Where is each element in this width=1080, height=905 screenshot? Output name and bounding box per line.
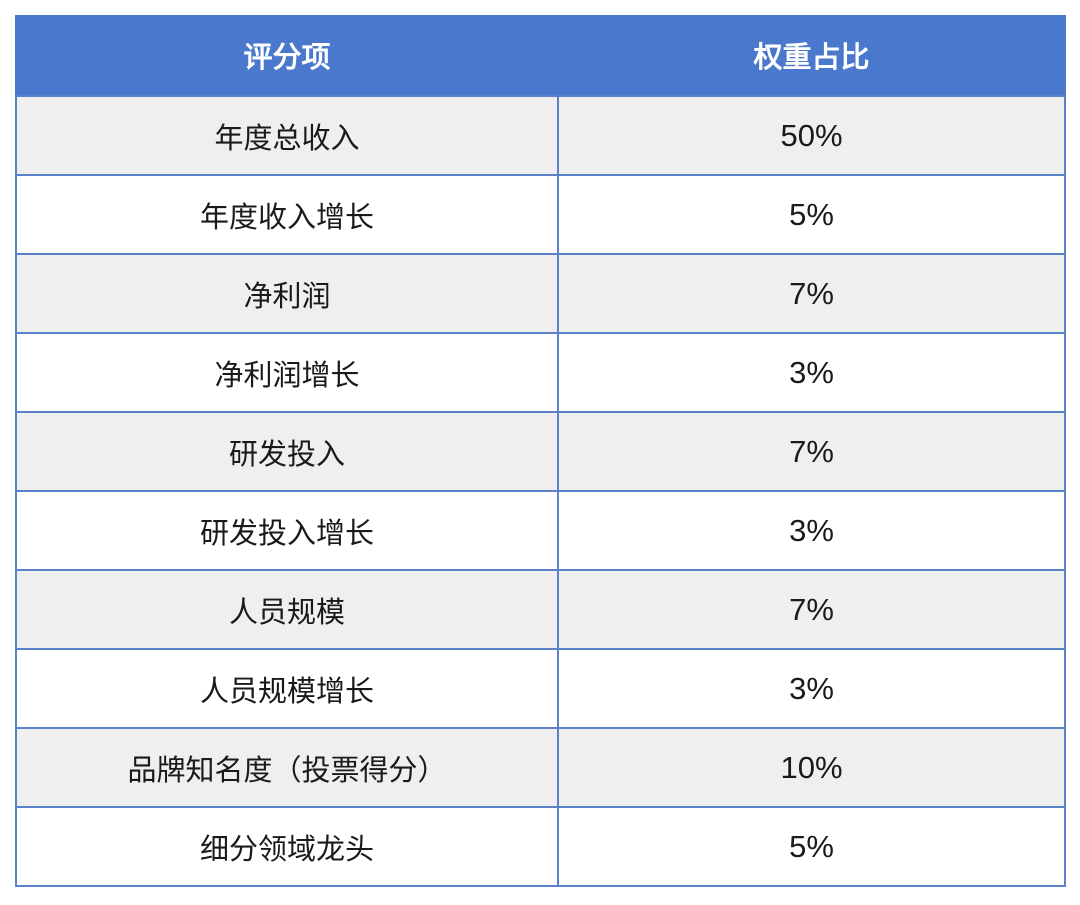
table-row: 年度收入增长 5% [15,174,1066,255]
header-row: 评分项 权重占比 [15,15,1066,96]
scoring-item-cell: 净利润 [15,253,559,334]
scoring-item-cell: 净利润增长 [15,332,559,413]
scoring-item-cell: 人员规模增长 [15,648,559,729]
table-row: 人员规模增长 3% [15,648,1066,729]
scoring-weight-table: 评分项 权重占比 年度总收入 50% 年度收入增长 5% 净利润 7% 净利润增… [15,15,1066,887]
table-row: 净利润 7% [15,253,1066,334]
header-weight-ratio: 权重占比 [557,15,1066,96]
scoring-item-cell: 年度收入增长 [15,174,559,255]
weight-cell: 10% [557,727,1066,808]
weight-cell: 50% [557,95,1066,176]
weight-cell: 7% [557,411,1066,492]
weight-cell: 5% [557,174,1066,255]
weight-cell: 3% [557,490,1066,571]
scoring-item-cell: 品牌知名度（投票得分） [15,727,559,808]
weight-cell: 3% [557,332,1066,413]
weight-table: 评分项 权重占比 年度总收入 50% 年度收入增长 5% 净利润 7% 净利润增… [15,15,1066,887]
weight-cell: 7% [557,569,1066,650]
weight-cell: 3% [557,648,1066,729]
table-row: 年度总收入 50% [15,95,1066,176]
scoring-item-cell: 研发投入增长 [15,490,559,571]
scoring-item-cell: 年度总收入 [15,95,559,176]
table-header: 评分项 权重占比 [15,15,1066,96]
table-row: 品牌知名度（投票得分） 10% [15,727,1066,808]
scoring-item-cell: 研发投入 [15,411,559,492]
header-scoring-item: 评分项 [15,15,559,96]
scoring-item-cell: 人员规模 [15,569,559,650]
table-row: 研发投入 7% [15,411,1066,492]
weight-cell: 7% [557,253,1066,334]
weight-cell: 5% [557,806,1066,887]
table-row: 净利润增长 3% [15,332,1066,413]
table-row: 研发投入增长 3% [15,490,1066,571]
table-row: 细分领域龙头 5% [15,806,1066,887]
table-row: 人员规模 7% [15,569,1066,650]
scoring-item-cell: 细分领域龙头 [15,806,559,887]
table-body: 年度总收入 50% 年度收入增长 5% 净利润 7% 净利润增长 3% 研发投入… [15,95,1066,887]
